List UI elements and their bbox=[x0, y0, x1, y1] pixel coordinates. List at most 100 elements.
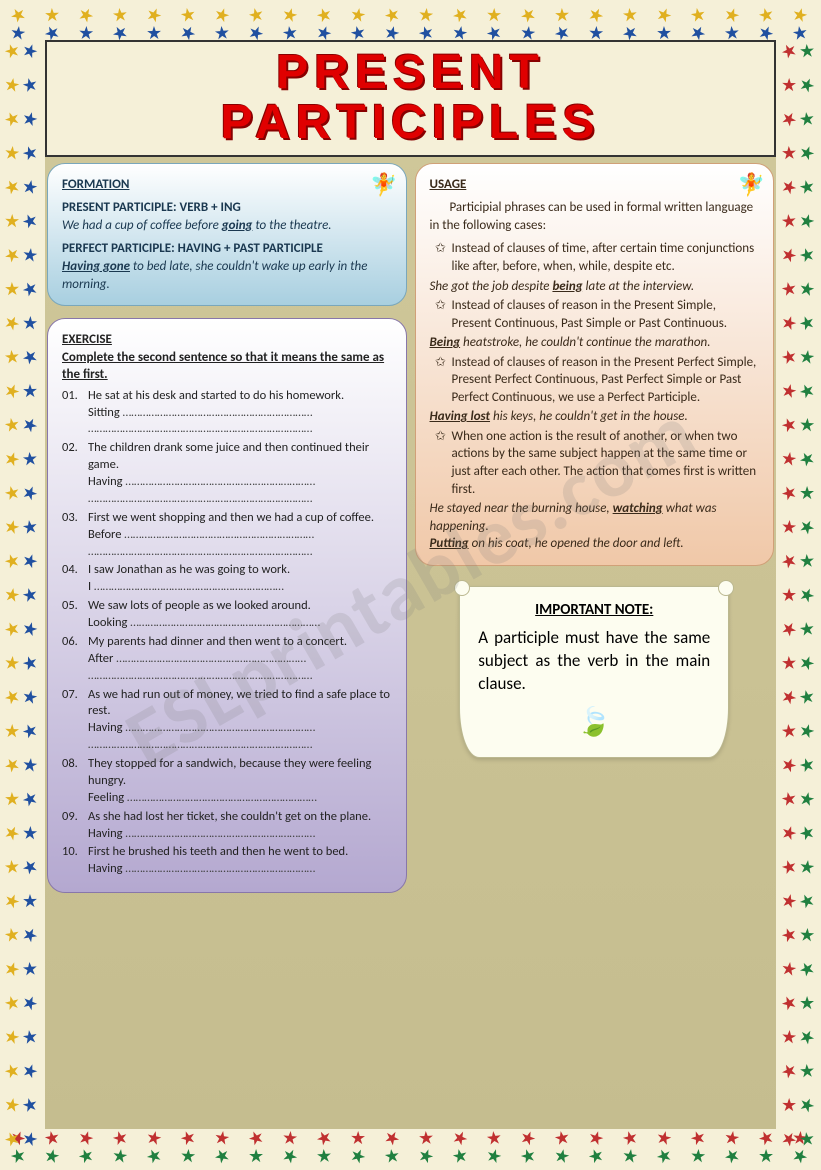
star-icon: ★ bbox=[1, 446, 23, 472]
star-icon: ★ bbox=[796, 752, 818, 778]
exercise-number: 05. bbox=[62, 598, 88, 632]
star-icon: ★ bbox=[21, 957, 39, 980]
exercise-answer-line-2: …………………………………………………………………… bbox=[88, 491, 392, 508]
star-icon: ★ bbox=[281, 1126, 299, 1149]
usage-intro: Participial phrases can be used in forma… bbox=[430, 199, 760, 234]
star-icon: ★ bbox=[688, 3, 708, 27]
star-icon: ★ bbox=[777, 1058, 801, 1085]
star-icon: ★ bbox=[720, 1142, 745, 1169]
star-icon: ★ bbox=[20, 72, 41, 97]
note-wrap: IMPORTANT NOTE: A participle must have t… bbox=[459, 586, 729, 758]
star-icon: ★ bbox=[779, 447, 798, 471]
star-icon: ★ bbox=[0, 616, 23, 642]
star-icon: ★ bbox=[780, 515, 798, 538]
star-icon: ★ bbox=[178, 3, 198, 27]
star-icon: ★ bbox=[20, 515, 39, 539]
exercise-answer-line: Having ………………………………………………………… bbox=[88, 474, 392, 491]
star-icon: ★ bbox=[780, 209, 799, 233]
star-icon: ★ bbox=[19, 140, 41, 166]
star-icon: ★ bbox=[777, 684, 801, 711]
star-icon: ★ bbox=[348, 3, 368, 27]
exercise-item: 04.I saw Jonathan as he was going to wor… bbox=[62, 562, 392, 596]
star-icon: ★ bbox=[9, 21, 28, 45]
important-note-scroll: IMPORTANT NOTE: A participle must have t… bbox=[459, 586, 729, 758]
star-icon: ★ bbox=[778, 752, 801, 778]
star-icon: ★ bbox=[19, 718, 42, 744]
star-icon: ★ bbox=[795, 1092, 819, 1119]
star-icon: ★ bbox=[779, 888, 800, 913]
star-icon: ★ bbox=[779, 277, 799, 302]
title-bar: PRESENT PARTICIPLES bbox=[45, 40, 776, 157]
star-icon: ★ bbox=[791, 1126, 809, 1149]
usage-example: Being heatstroke, he couldn't continue t… bbox=[430, 334, 760, 352]
exercise-number: 10. bbox=[62, 844, 88, 878]
star-icon: ★ bbox=[799, 482, 815, 504]
star-icon: ★ bbox=[0, 241, 25, 268]
star-icon: ★ bbox=[1, 956, 23, 982]
exercise-body: My parents had dinner and then went to a… bbox=[88, 634, 392, 685]
exercise-answer-line-2: …………………………………………………………………… bbox=[88, 544, 392, 561]
star-icon: ★ bbox=[552, 1144, 572, 1169]
exercise-number: 04. bbox=[62, 562, 88, 596]
exercise-item: 03.First we went shopping and then we ha… bbox=[62, 510, 392, 561]
star-icon: ★ bbox=[485, 1126, 504, 1150]
exercise-item: 01.He sat at his desk and started to do … bbox=[62, 388, 392, 439]
star-icon: ★ bbox=[780, 652, 797, 675]
star-icon: ★ bbox=[315, 1144, 333, 1167]
star-icon: ★ bbox=[796, 820, 819, 846]
star-icon: ★ bbox=[7, 1125, 30, 1151]
star-icon: ★ bbox=[18, 276, 42, 303]
star-icon: ★ bbox=[778, 820, 800, 846]
exercise-body: The children drank some juice and then c… bbox=[88, 440, 392, 508]
present-participle-example: We had a cup of coffee before going to t… bbox=[62, 217, 392, 235]
star-icon: ★ bbox=[777, 1125, 802, 1152]
star-icon: ★ bbox=[778, 242, 801, 268]
star-icon: ★ bbox=[552, 1126, 572, 1151]
star-icon: ★ bbox=[778, 310, 800, 336]
star-icon: ★ bbox=[652, 1143, 676, 1170]
exercise-answer-line: Feeling ………………………………………………………… bbox=[88, 790, 392, 807]
star-icon: ★ bbox=[796, 140, 819, 166]
star-icon: ★ bbox=[1, 548, 23, 574]
star-icon: ★ bbox=[248, 1145, 264, 1167]
star-icon: ★ bbox=[585, 1143, 608, 1169]
star-icon: ★ bbox=[778, 412, 800, 438]
star-icon: ★ bbox=[18, 853, 43, 880]
star-icon: ★ bbox=[74, 2, 98, 29]
star-icon: ★ bbox=[19, 616, 40, 641]
star-icon: ★ bbox=[0, 378, 23, 404]
star-icon: ★ bbox=[777, 105, 802, 132]
star-icon: ★ bbox=[417, 3, 435, 27]
star-icon: ★ bbox=[4, 210, 21, 233]
star-icon: ★ bbox=[20, 1025, 39, 1049]
star-icon: ★ bbox=[2, 1093, 22, 1117]
star-icon: ★ bbox=[19, 650, 41, 676]
star-icon: ★ bbox=[621, 1144, 640, 1168]
star-icon: ★ bbox=[383, 1144, 402, 1168]
star-icon: ★ bbox=[797, 685, 817, 710]
exercise-answer-line: Sitting ………………………………………………………… bbox=[88, 405, 392, 422]
usage-example: Having lost his keys, he couldn't get in… bbox=[430, 408, 760, 426]
exercise-answer-line: After ………………………………………………………… bbox=[88, 651, 392, 668]
star-icon: ★ bbox=[111, 3, 129, 27]
star-icon: ★ bbox=[313, 2, 335, 28]
star-icon: ★ bbox=[179, 1144, 197, 1167]
star-icon: ★ bbox=[2, 73, 22, 97]
exercise-sentence: They stopped for a sandwich, because the… bbox=[88, 756, 392, 790]
star-icon: ★ bbox=[21, 243, 40, 267]
exercise-number: 08. bbox=[62, 756, 88, 807]
star-icon: ★ bbox=[0, 174, 24, 201]
exercise-sentence: He sat at his desk and started to do his… bbox=[88, 388, 392, 405]
star-icon: ★ bbox=[779, 957, 798, 981]
star-icon: ★ bbox=[798, 413, 816, 436]
star-icon: ★ bbox=[19, 208, 42, 234]
exercise-answer-line-2: …………………………………………………………………… bbox=[88, 737, 392, 754]
usage-box: 🧚 USAGE Participial phrases can be used … bbox=[415, 163, 775, 566]
star-icon: ★ bbox=[2, 413, 22, 437]
star-icon: ★ bbox=[278, 1142, 303, 1169]
star-icon: ★ bbox=[19, 548, 41, 574]
exercise-number: 03. bbox=[62, 510, 88, 561]
star-icon: ★ bbox=[795, 888, 819, 915]
star-icon: ★ bbox=[1, 1058, 23, 1084]
star-icon: ★ bbox=[417, 1127, 434, 1150]
